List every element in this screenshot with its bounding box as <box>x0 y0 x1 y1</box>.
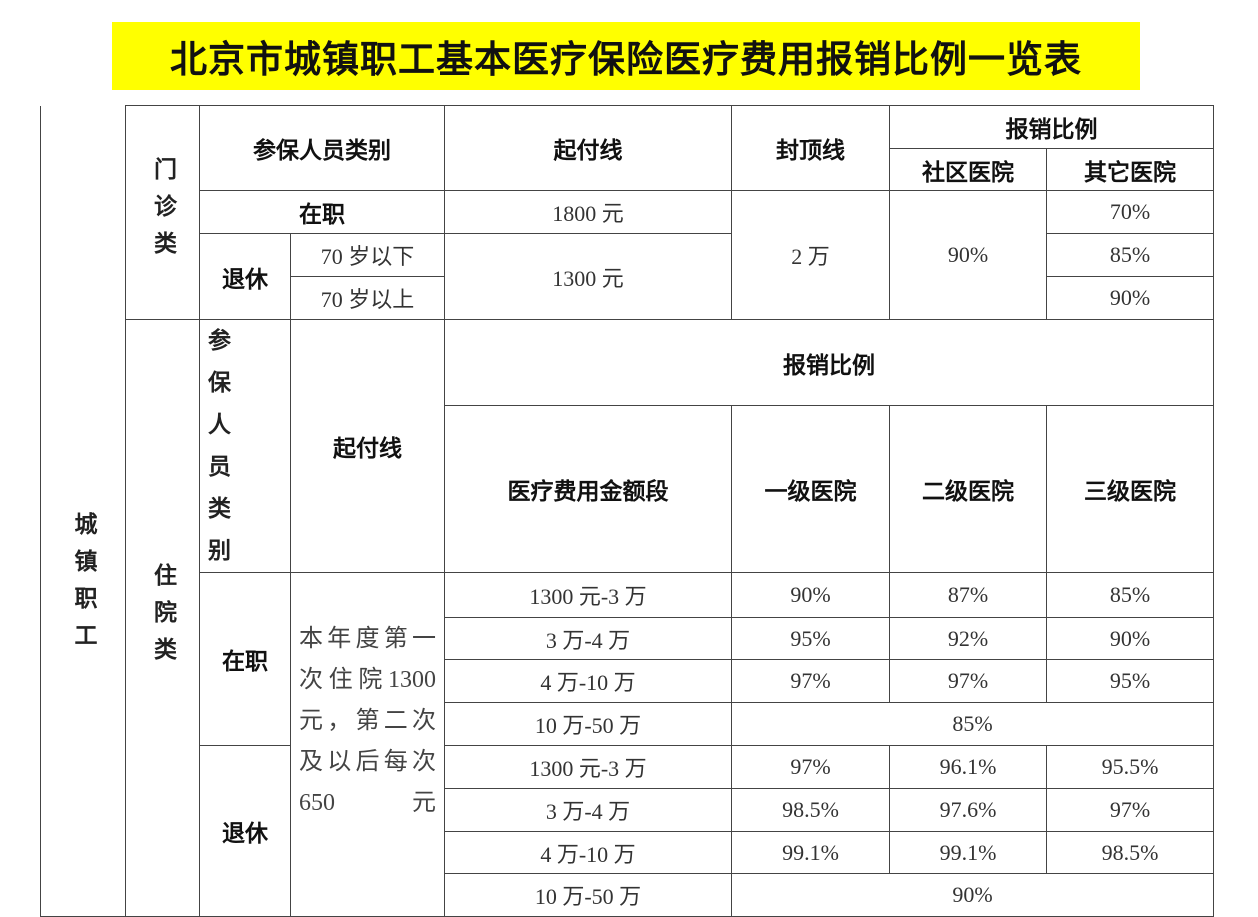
inpatient-employed-label: 在职 <box>199 572 291 746</box>
header-cap: 封顶线 <box>731 105 890 191</box>
employed-other-ratio: 70% <box>1046 190 1214 234</box>
header-community: 社区医院 <box>889 148 1047 191</box>
top-range-ratio: 85% <box>731 702 1214 746</box>
over-70-other-ratio: 90% <box>1046 276 1214 320</box>
level1-ratio: 95% <box>731 617 890 660</box>
inpatient-retired-label: 退休 <box>199 745 291 917</box>
header-deductible: 起付线 <box>444 105 732 191</box>
level3-ratio: 90% <box>1046 617 1214 660</box>
level2-ratio: 96.1% <box>889 745 1047 789</box>
level3-ratio: 85% <box>1046 572 1214 618</box>
range-cell: 4 万-10 万 <box>444 831 732 874</box>
header-inpatient-member-type: 参 保 人 员 类 别 <box>199 319 291 573</box>
level3-ratio: 97% <box>1046 788 1214 832</box>
header-range: 医疗费用金额段 <box>444 405 732 573</box>
range-cell: 10 万-50 万 <box>444 702 732 746</box>
level3-ratio: 98.5% <box>1046 831 1214 874</box>
header-other: 其它医院 <box>1046 148 1214 191</box>
reimbursement-table: 城镇职工 门诊类 参保人员类别 起付线 封顶线 报销比例 社区医院 其它医院 在… <box>40 105 1214 917</box>
retired-label: 退休 <box>199 233 291 320</box>
level1-ratio: 99.1% <box>731 831 890 874</box>
level2-ratio: 97.6% <box>889 788 1047 832</box>
level1-ratio: 97% <box>731 659 890 703</box>
range-cell: 4 万-10 万 <box>444 659 732 703</box>
level2-ratio: 97% <box>889 659 1047 703</box>
range-cell: 1300 元-3 万 <box>444 745 732 789</box>
over-70-label: 70 岁以上 <box>290 276 445 320</box>
inpatient-deductible-note: 本年度第一次住院1300元，第二次及以后每次650元 <box>290 572 445 917</box>
inpatient-category: 住院类 <box>125 319 200 917</box>
level2-ratio: 92% <box>889 617 1047 660</box>
level1-ratio: 98.5% <box>731 788 890 832</box>
under-70-other-ratio: 85% <box>1046 233 1214 277</box>
under-70-label: 70 岁以下 <box>290 233 445 277</box>
level2-ratio: 99.1% <box>889 831 1047 874</box>
header-level2: 二级医院 <box>889 405 1047 573</box>
range-cell: 1300 元-3 万 <box>444 572 732 618</box>
header-member-type: 参保人员类别 <box>199 105 445 191</box>
level1-ratio: 90% <box>731 572 890 618</box>
range-cell: 3 万-4 万 <box>444 617 732 660</box>
outpatient-category: 门诊类 <box>125 105 200 320</box>
employed-deductible: 1800 元 <box>444 190 732 234</box>
group-label: 城镇职工 <box>40 105 126 917</box>
level3-ratio: 95% <box>1046 659 1214 703</box>
retired-deductible: 1300 元 <box>444 233 732 320</box>
range-cell: 10 万-50 万 <box>444 873 732 917</box>
cap-value: 2 万 <box>731 190 890 320</box>
level2-ratio: 87% <box>889 572 1047 618</box>
header-level3: 三级医院 <box>1046 405 1214 573</box>
range-cell: 3 万-4 万 <box>444 788 732 832</box>
top-range-ratio: 90% <box>731 873 1214 917</box>
document-title: 北京市城镇职工基本医疗保险医疗费用报销比例一览表 <box>112 22 1140 90</box>
header-ratio: 报销比例 <box>889 105 1214 149</box>
level3-ratio: 95.5% <box>1046 745 1214 789</box>
header-level1: 一级医院 <box>731 405 890 573</box>
level1-ratio: 97% <box>731 745 890 789</box>
community-ratio: 90% <box>889 190 1047 320</box>
header-inpatient-ratio: 报销比例 <box>444 318 1214 407</box>
employed-label: 在职 <box>199 190 445 234</box>
header-inpatient-deductible: 起付线 <box>290 319 445 573</box>
